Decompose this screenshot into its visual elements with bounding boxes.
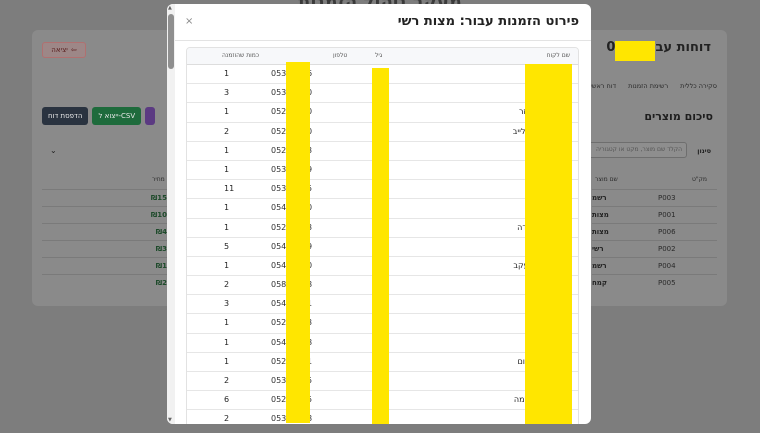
redaction-mask xyxy=(615,41,655,61)
phone-cell: 053 xyxy=(271,88,287,98)
qty-cell: 1 xyxy=(224,337,230,347)
table-header: כמות שהוזמנה טלפון גיל שם לקוח xyxy=(187,48,578,65)
modal-title: פירוט הזמנות עבור: מצות רשי xyxy=(397,14,579,29)
phone-cell: 052 xyxy=(271,395,287,405)
phone-cell: 053 xyxy=(271,184,287,194)
column-header-price: מחיר xyxy=(152,176,165,183)
qty-cell: 1 xyxy=(224,69,230,78)
print-report-button[interactable]: הדפסת דוח xyxy=(42,107,89,125)
redaction-mask xyxy=(286,62,310,423)
table-row: ₪1 xyxy=(42,257,167,274)
table-row: מצות P001 xyxy=(592,206,717,223)
divider xyxy=(175,40,591,41)
filter-label: סינון xyxy=(697,147,711,155)
filter-input[interactable]: הקלד שם מוצר, מקט או קטגוריה xyxy=(572,142,687,158)
phone-cell: 052 xyxy=(271,222,287,232)
column-header-age: גיל xyxy=(375,52,383,59)
qty-cell: 3 xyxy=(224,88,230,98)
column-header-sku: מק"ט xyxy=(692,176,707,183)
qty-cell: 2 xyxy=(224,414,230,424)
scroll-up-icon[interactable]: ▲ xyxy=(168,5,172,11)
qty-cell: 5 xyxy=(224,241,230,251)
tab-orders[interactable]: רשימת הזמנות xyxy=(628,82,669,90)
qty-cell: 1 xyxy=(224,356,230,366)
table-row: ₪10 xyxy=(42,206,167,223)
qty-cell: 1 xyxy=(224,145,230,155)
phone-cell: 054 xyxy=(271,299,287,309)
phone-cell: 053 xyxy=(271,69,287,78)
qty-cell: 2 xyxy=(224,376,230,385)
qty-cell: 2 xyxy=(224,126,230,136)
close-icon[interactable]: × xyxy=(185,16,194,27)
table-row: רשמ P003 xyxy=(592,189,717,206)
table-row: ₪2 xyxy=(42,274,167,291)
table-row: קמח P005 xyxy=(592,274,717,291)
column-header-product: שם מוצר xyxy=(595,176,618,183)
logout-icon: ⇦ xyxy=(70,46,77,54)
phone-cell: 052 xyxy=(271,145,287,155)
tab-main-report[interactable]: דוח ראשי xyxy=(590,82,617,90)
qty-cell: 1 xyxy=(224,222,230,232)
action-buttons: הדפסת דוח ייצוא ל-CSV xyxy=(42,107,156,125)
phone-cell: 052 xyxy=(271,107,287,117)
phone-cell: 052 xyxy=(271,126,287,136)
extra-button[interactable] xyxy=(145,107,156,125)
phone-cell: 054 xyxy=(271,337,287,347)
qty-cell: 1 xyxy=(224,164,230,174)
table-row: ₪4 xyxy=(42,223,167,240)
table-row: ₪3 xyxy=(42,240,167,257)
phone-cell: 053 xyxy=(271,414,287,424)
logout-label: יציאה xyxy=(51,46,68,54)
modal-scrollbar[interactable]: ▲ ▼ xyxy=(167,4,175,424)
report-tabs: סקירה כללית רשימת הזמנות דוח ראשי xyxy=(590,82,717,90)
qty-cell: 2 xyxy=(224,280,230,290)
phone-cell: 052 xyxy=(271,318,287,328)
redaction-mask xyxy=(372,68,389,424)
phone-cell: 053 xyxy=(271,164,287,174)
qty-cell: 6 xyxy=(224,395,230,405)
phone-cell: 053 xyxy=(271,376,287,385)
qty-cell: 11 xyxy=(224,184,235,194)
scrollbar-thumb[interactable] xyxy=(168,14,174,69)
qty-cell: 1 xyxy=(224,260,230,270)
table-row: מצות P006 xyxy=(592,223,717,240)
tab-overview[interactable]: סקירה כללית xyxy=(680,82,717,90)
section-title: סיכום מוצרים xyxy=(644,110,713,123)
logout-button[interactable]: יציאה ⇦ xyxy=(42,42,86,58)
phone-cell: 058 xyxy=(271,280,287,290)
export-csv-button[interactable]: ייצוא ל-CSV xyxy=(92,107,142,125)
qty-cell: 3 xyxy=(224,299,230,309)
phone-cell: 052 xyxy=(271,356,287,366)
qty-cell: 1 xyxy=(224,318,230,328)
table-row: רשי P002 xyxy=(592,240,717,257)
qty-cell: 1 xyxy=(224,107,230,117)
phone-cell: 054 xyxy=(271,260,287,270)
order-details-modal: ▲ ▼ × פירוט הזמנות עבור: מצות רשי כמות ש… xyxy=(167,4,591,424)
reports-heading-prefix: דוחות עבור: xyxy=(638,40,711,55)
column-header-name: שם לקוח xyxy=(546,52,570,59)
phone-cell: 054 xyxy=(271,241,287,251)
chevron-down-icon[interactable]: ⌄ xyxy=(50,146,57,155)
phone-cell: 054 xyxy=(271,203,287,213)
scroll-down-icon[interactable]: ▼ xyxy=(168,417,172,423)
table-row: רשמ P004 xyxy=(592,257,717,274)
table-row: ₪15 xyxy=(42,189,167,206)
column-header-qty: כמות שהוזמנה xyxy=(222,52,260,59)
qty-cell: 1 xyxy=(224,203,230,213)
redaction-mask xyxy=(525,64,572,424)
column-header-phone: טלפון xyxy=(333,52,348,59)
